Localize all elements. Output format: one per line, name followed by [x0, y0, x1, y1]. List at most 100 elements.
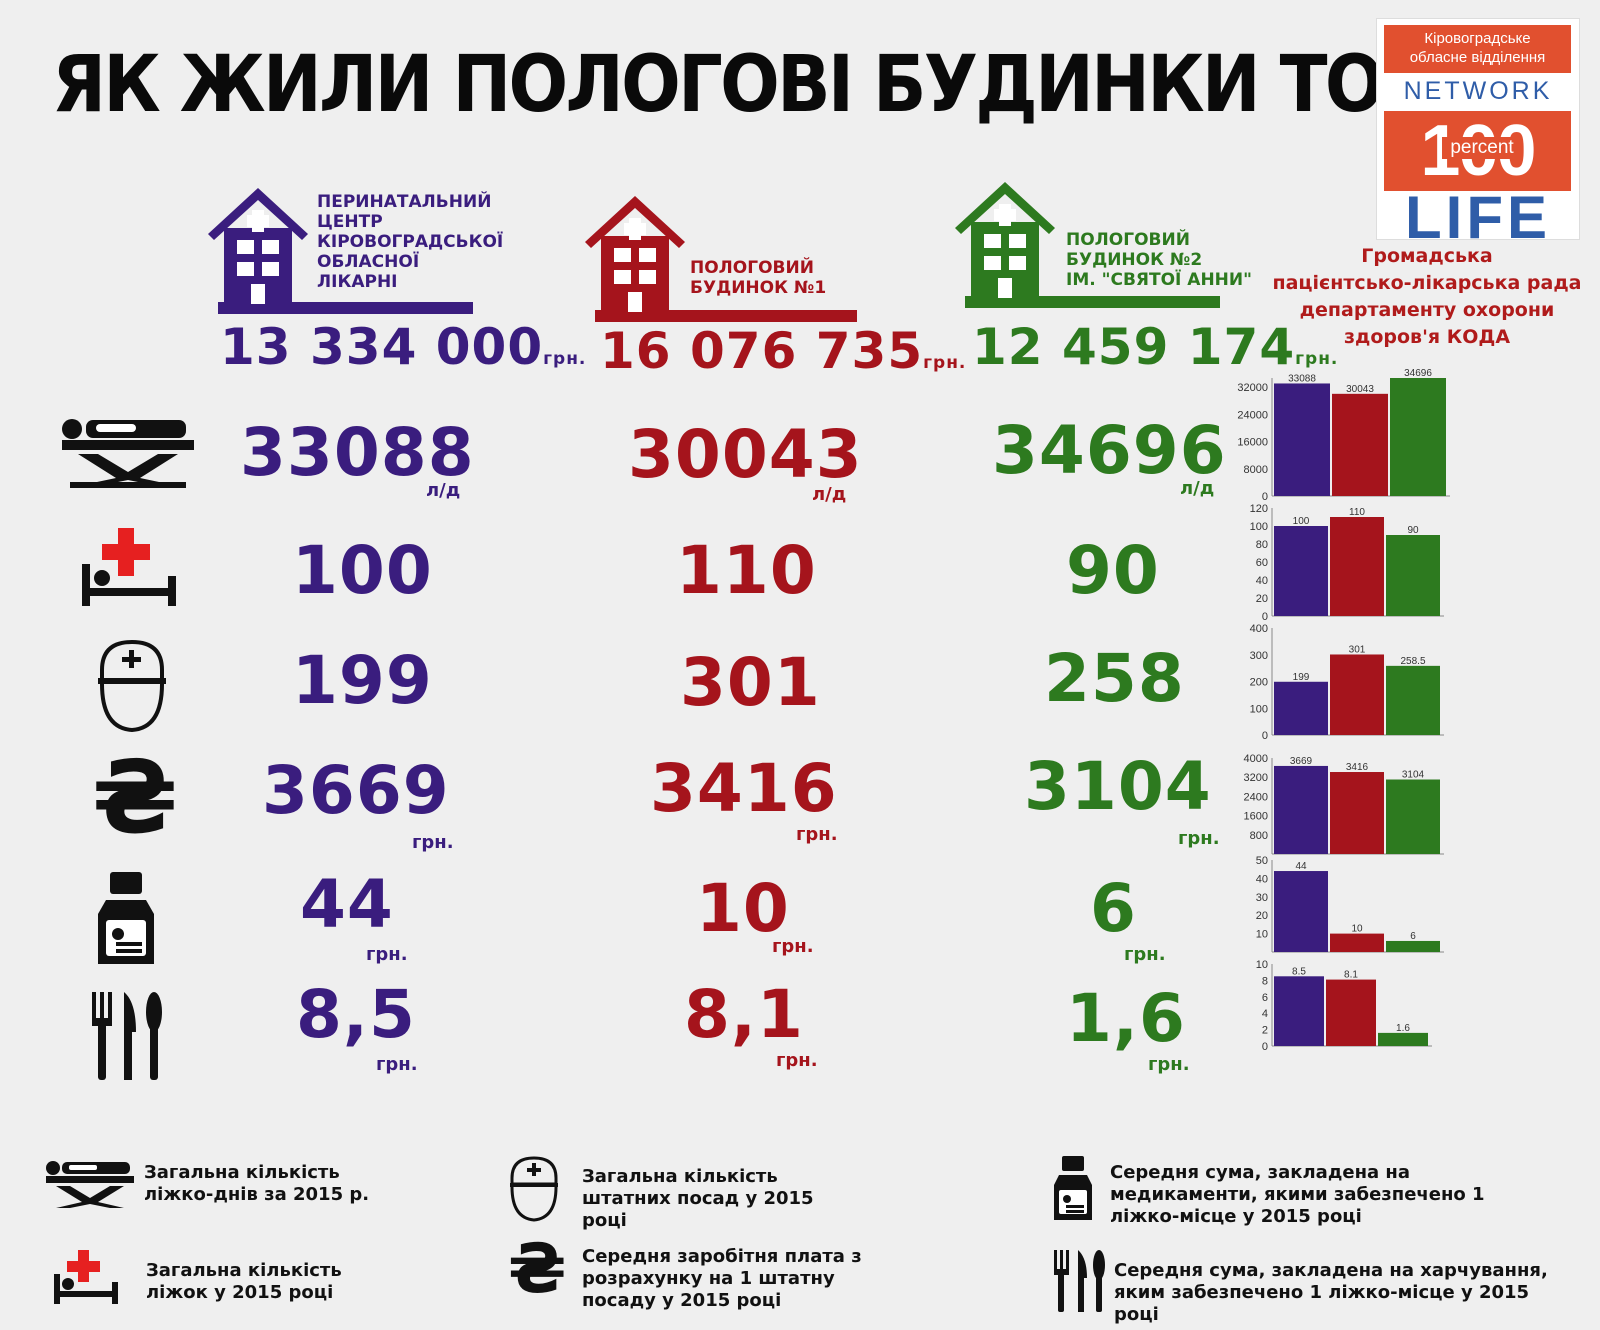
chart-bar	[1386, 665, 1440, 735]
hospital-3-bed-days: 34696	[992, 412, 1227, 489]
hospital-1-staff: 199	[292, 642, 433, 719]
chart-tick-label: 24000	[1237, 409, 1268, 421]
chart-data-label: 34696	[1404, 368, 1432, 379]
chart-bar	[1390, 378, 1446, 496]
hospital-3-budget-value: 12 459 174	[972, 318, 1296, 376]
medicine-bottle-icon	[98, 872, 154, 964]
logo-network: NETWORK	[1403, 77, 1553, 105]
hospital-1-name-line: ЦЕНТР	[317, 212, 383, 232]
legend-staff: Загальна кількість штатних посад у 2015 …	[582, 1166, 814, 1231]
hospital-3-budget: 12 459 174грн.	[972, 318, 1338, 376]
chart-data-label: 8.5	[1292, 966, 1306, 977]
food-unit: грн.	[376, 1054, 418, 1075]
chart-tick-label: 0	[1262, 730, 1268, 742]
chart-tick-label: 60	[1256, 557, 1268, 569]
chart-data-label: 8.1	[1344, 970, 1358, 981]
hospital-2-salary: 3416	[650, 750, 838, 827]
council-line: здоров'я КОДА	[1343, 326, 1511, 348]
chart-tick-label: 4	[1262, 1008, 1268, 1020]
doctor-icon	[98, 640, 166, 733]
hospital-building-icon	[955, 182, 1220, 308]
bed-days-unit: л/д	[1180, 478, 1215, 499]
doctor-icon	[510, 1156, 558, 1222]
chart-data-label: 44	[1295, 861, 1307, 872]
chart-tick-label: 3200	[1244, 772, 1268, 784]
chart-data-label: 1.6	[1396, 1023, 1410, 1034]
medicines-unit: грн.	[772, 936, 814, 957]
chart-data-label: 100	[1293, 516, 1310, 527]
chart-tick-label: 40	[1256, 873, 1268, 885]
hospital-3-name: ПОЛОГОВИЙ БУДИНОК №2 ІМ. "СВЯТОЇ АННИ"	[1066, 230, 1252, 290]
hospital-1-food: 8,5	[296, 976, 416, 1053]
salary-unit: грн.	[1178, 828, 1220, 849]
hospital-1-name-line: ПЕРИНАТАЛЬНИЙ	[317, 192, 492, 212]
chart-tick-label: 0	[1262, 1041, 1268, 1053]
hospital-1-medicines: 44	[300, 866, 394, 943]
chart-data-label: 3669	[1290, 756, 1313, 767]
legend-food: Середня сума, закладена на харчування, я…	[1114, 1260, 1548, 1325]
hospital-3-salary: 3104	[1024, 748, 1212, 825]
hospital-3-name-line: ІМ. "СВЯТОЇ АННИ"	[1066, 270, 1252, 290]
chart-data-label: 110	[1349, 507, 1365, 518]
hospital-bed-icon	[82, 528, 176, 606]
hospital-1-budget: 13 334 000грн.	[220, 318, 586, 376]
food-unit: грн.	[776, 1050, 818, 1071]
chart-tick-label: 2	[1262, 1025, 1268, 1037]
hospital-1-budget-value: 13 334 000	[220, 318, 544, 376]
hospital-1-name-line: ЛІКАРНІ	[317, 272, 398, 292]
chart-tick-label: 20	[1256, 593, 1268, 605]
chart-tick-label: 300	[1250, 650, 1268, 662]
bar-charts: 0800016000240003200033088300433469602040…	[1237, 368, 1450, 1053]
logo-life: LIFE	[1405, 184, 1551, 251]
chart-tick-label: 800	[1250, 830, 1268, 842]
chart-tick-label: 20	[1256, 910, 1268, 922]
chart-tick-label: 32000	[1237, 382, 1268, 394]
chart-tick-label: 16000	[1237, 437, 1268, 449]
logo-org-line2: обласне відділення	[1409, 49, 1546, 66]
food-unit: грн.	[1148, 1054, 1190, 1075]
council-caption: Громадська пацієнтсько-лікарська рада де…	[1262, 243, 1592, 351]
logo-org: Кіровоградське обласне відділення	[1384, 25, 1571, 73]
hospital-3-medicines: 6	[1090, 870, 1137, 947]
chart-tick-label: 100	[1250, 703, 1268, 715]
council-line: пацієнтсько-лікарська рада	[1272, 272, 1582, 294]
hospital-1-salary: 3669	[262, 752, 450, 829]
hospital-1-budget-unit: грн.	[543, 349, 587, 369]
chart-tick-label: 400	[1250, 623, 1268, 635]
hospital-3-beds: 90	[1066, 532, 1160, 609]
hospital-2-name: ПОЛОГОВИЙ БУДИНОК №1	[690, 258, 826, 298]
hospital-bed-icon	[54, 1250, 118, 1304]
chart-tick-label: 2400	[1244, 791, 1268, 803]
chart-data-label: 3104	[1402, 770, 1425, 781]
hospital-2-bed-days: 30043	[628, 416, 863, 493]
chart-tick-label: 10	[1256, 959, 1268, 971]
hospital-2-food: 8,1	[684, 976, 804, 1053]
chart-data-label: 90	[1407, 525, 1419, 536]
medicines-unit: грн.	[1124, 944, 1166, 965]
council-line: Громадська	[1361, 245, 1493, 267]
hryvnia-icon: ₴	[508, 1230, 567, 1309]
cutlery-icon	[92, 992, 162, 1080]
hospital-2-name-line: БУДИНОК №1	[690, 278, 827, 298]
chart-bar	[1386, 940, 1440, 952]
chart-tick-label: 8	[1262, 975, 1268, 987]
council-line: департаменту охорони	[1299, 299, 1555, 321]
chart-tick-label: 1600	[1244, 811, 1268, 823]
hospital-2-staff: 301	[680, 644, 821, 721]
medicine-bottle-icon	[1054, 1156, 1092, 1220]
page-title: ЯК ЖИЛИ ПОЛОГОВІ БУДИНКИ ТОРІК?	[52, 40, 1549, 130]
logo-badge: 100 percent	[1384, 111, 1571, 191]
chart-tick-label: 40	[1256, 575, 1268, 587]
chart-data-label: 6	[1410, 931, 1416, 942]
bed-days-unit: л/д	[426, 480, 461, 501]
logo-percent: percent	[1442, 137, 1522, 159]
chart-tick-label: 50	[1256, 855, 1268, 867]
chart-data-label: 258.5	[1400, 656, 1425, 667]
chart-bar	[1274, 526, 1328, 616]
chart-tick-label: 6	[1262, 992, 1268, 1004]
hospital-2-name-line: ПОЛОГОВИЙ	[690, 258, 814, 278]
chart-bar	[1274, 383, 1330, 496]
bed-days-icon	[46, 1161, 134, 1208]
chart-bar	[1330, 772, 1384, 854]
chart-data-label: 33088	[1288, 373, 1316, 384]
